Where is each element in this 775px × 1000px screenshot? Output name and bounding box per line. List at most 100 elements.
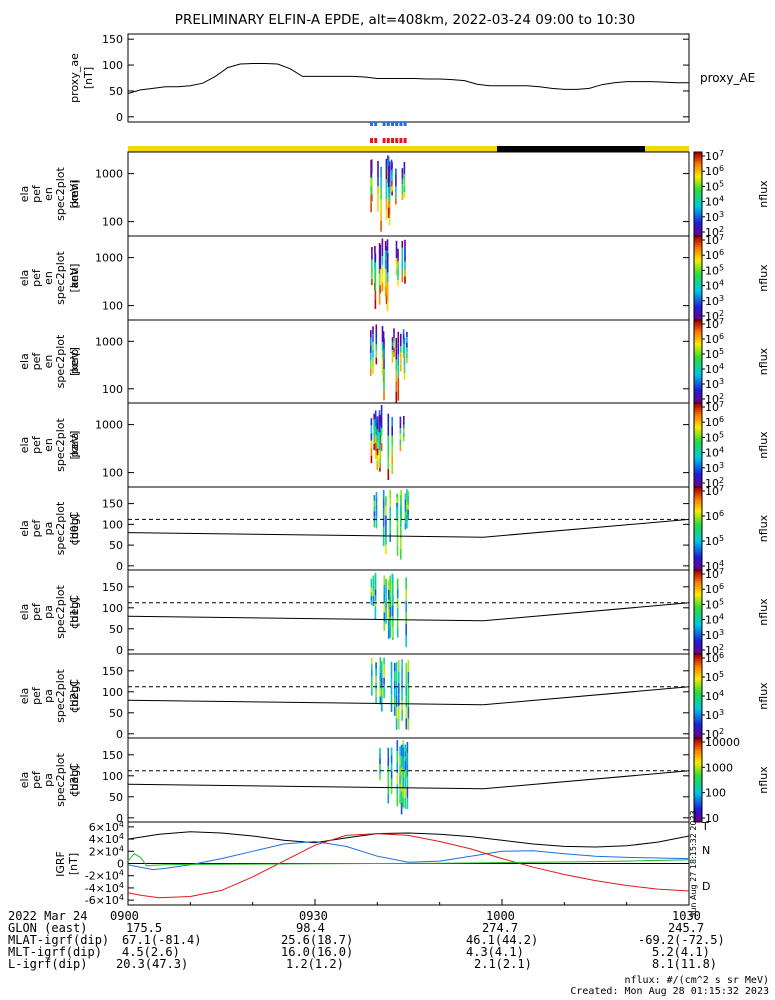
spectrogram-pixel — [373, 425, 375, 432]
spectrogram-pixel — [370, 368, 372, 376]
spectrogram-pixel — [382, 527, 385, 537]
spectrogram-pixel — [400, 333, 402, 340]
loss-cone-solid — [127, 602, 690, 622]
colorbar-swatch — [694, 561, 702, 565]
spectrogram-pixel — [390, 164, 393, 171]
colorbar-swatch — [694, 729, 702, 733]
colorbar-swatch — [694, 719, 702, 722]
colorbar-swatch — [694, 215, 702, 218]
colorbar-swatch — [694, 563, 702, 567]
panel-ylabel-ela_pef_pa_spec2plot_ch0LC: [deg] — [68, 514, 81, 543]
colorbar-swatch — [694, 717, 702, 720]
spectrogram-pixel — [383, 338, 385, 349]
colorbar-swatch — [694, 536, 702, 540]
spectrogram-pixel — [400, 365, 402, 372]
colorbar-swatch — [694, 388, 702, 392]
colorbar-swatch — [694, 609, 702, 613]
spectrogram-pixel — [389, 498, 391, 508]
spectrogram-pixel — [404, 770, 406, 776]
spectrogram-pixel — [403, 428, 405, 434]
spectrogram-pixel — [377, 194, 379, 204]
spectrogram-pixel — [387, 187, 390, 198]
status-bar-eclipse — [497, 146, 645, 152]
colorbar-swatch — [694, 782, 702, 785]
spectrogram-pixel — [396, 627, 399, 638]
spectrogram-pixel — [380, 435, 383, 444]
colorbar-swatch — [694, 798, 702, 802]
spectrogram-pixel — [397, 354, 400, 367]
spectrogram-pixel — [380, 420, 383, 428]
spectrogram-pixel — [395, 392, 398, 403]
panel-ylabel-ela_pef_en_spec2plot_para: pef — [30, 435, 43, 454]
spectrogram-pixel — [386, 301, 389, 312]
spectrogram-pixel — [381, 265, 384, 274]
panel-ylabel-ela_pef_pa_spec2plot_ch2LC: pef — [30, 686, 43, 705]
colorbar-tick-label: 104 — [705, 362, 724, 376]
spectrogram-pixel — [388, 182, 391, 194]
spectrogram-pixel — [375, 492, 378, 499]
colorbar-swatch — [694, 683, 702, 686]
colorbar-swatch — [694, 194, 702, 197]
colorbar-swatch — [694, 278, 702, 281]
spectrogram-pixel — [398, 694, 400, 707]
spectrogram-pixel — [385, 515, 387, 526]
spectrogram-pixel — [404, 517, 407, 524]
colorbar-swatch — [694, 173, 702, 176]
panel-ylabel-ela_pef_pa_spec2plot_ch0LC: pef — [30, 519, 43, 538]
colorbar-swatch — [694, 647, 702, 651]
spectrogram-pixel — [370, 455, 373, 464]
glon-1030: 245.7 — [668, 921, 705, 935]
spectrogram-pixel — [379, 285, 382, 294]
spectrogram-pixel — [383, 612, 386, 622]
colorbar-swatch — [694, 156, 702, 159]
spectrogram-pixel — [393, 680, 396, 690]
spectrogram-pixel — [371, 266, 373, 273]
spectrogram-pixel — [401, 254, 404, 262]
proxy-ae-ytick-label: 150 — [102, 33, 123, 46]
spectrogram-pixel — [382, 499, 385, 509]
spectrogram-pixel — [370, 600, 373, 605]
spectrogram-pixel — [405, 612, 407, 624]
spectrogram-pixel — [386, 272, 389, 283]
spectrogram-pixel — [378, 294, 381, 305]
spectrogram-pixel — [401, 247, 404, 255]
spectrogram-pixel — [374, 246, 376, 254]
colorbar-swatch — [694, 654, 702, 657]
panel-ylabel-ela_pef_en_spec2plot_omni: ela — [18, 186, 31, 203]
spectrogram-pixel — [395, 337, 398, 349]
spectrogram-pixel — [389, 617, 391, 628]
proxy-ae-legend: proxy_AE — [700, 71, 755, 85]
spectrogram-pixel — [395, 695, 398, 708]
energy-ytick-label: 1000 — [95, 335, 123, 348]
spectrogram-pixel — [395, 174, 397, 181]
spectrogram-pixel — [403, 433, 405, 438]
spectrogram-pixel — [383, 691, 385, 699]
glon-1000: 274.7 — [482, 921, 519, 935]
spectrogram-pixel — [404, 276, 406, 284]
spectrogram-pixel — [384, 259, 387, 269]
science-zone-blue-mark — [399, 122, 403, 126]
loss-cone-solid — [127, 770, 690, 790]
colorbar-swatch — [694, 185, 702, 189]
panel-frame-ela_pef_pa_spec2plot_ch3LC — [127, 737, 690, 823]
spectrogram-pixel — [373, 505, 376, 512]
spectrogram-pixel — [381, 282, 384, 292]
colorbar-tick-label: 102 — [705, 727, 724, 741]
row-label-l: L-igrf(dip) — [8, 957, 88, 971]
energy-ytick-label: 1000 — [95, 252, 123, 265]
spectrogram-pixel — [400, 744, 403, 757]
colorbar-swatch — [694, 332, 702, 336]
colorbar-swatch — [694, 449, 702, 452]
colorbar-tick-label: 1000 — [705, 761, 733, 774]
spectrogram-pixel — [387, 457, 390, 469]
spectrogram-pixel — [374, 410, 377, 419]
spectrogram-pixel — [391, 573, 394, 585]
spectrogram-pixel — [378, 423, 381, 433]
colorbar-tick-label: 107 — [705, 149, 724, 163]
energy-ytick-label: 100 — [102, 216, 123, 229]
colorbar-swatch — [694, 365, 702, 369]
colorbar-swatch — [694, 380, 702, 383]
spectrogram-pixel — [402, 343, 405, 349]
panel-ylabel-ela_pef_pa_spec2plot_ch1LC: spec2plot — [54, 585, 67, 639]
colorbar-tick-label: 107 — [705, 400, 724, 414]
